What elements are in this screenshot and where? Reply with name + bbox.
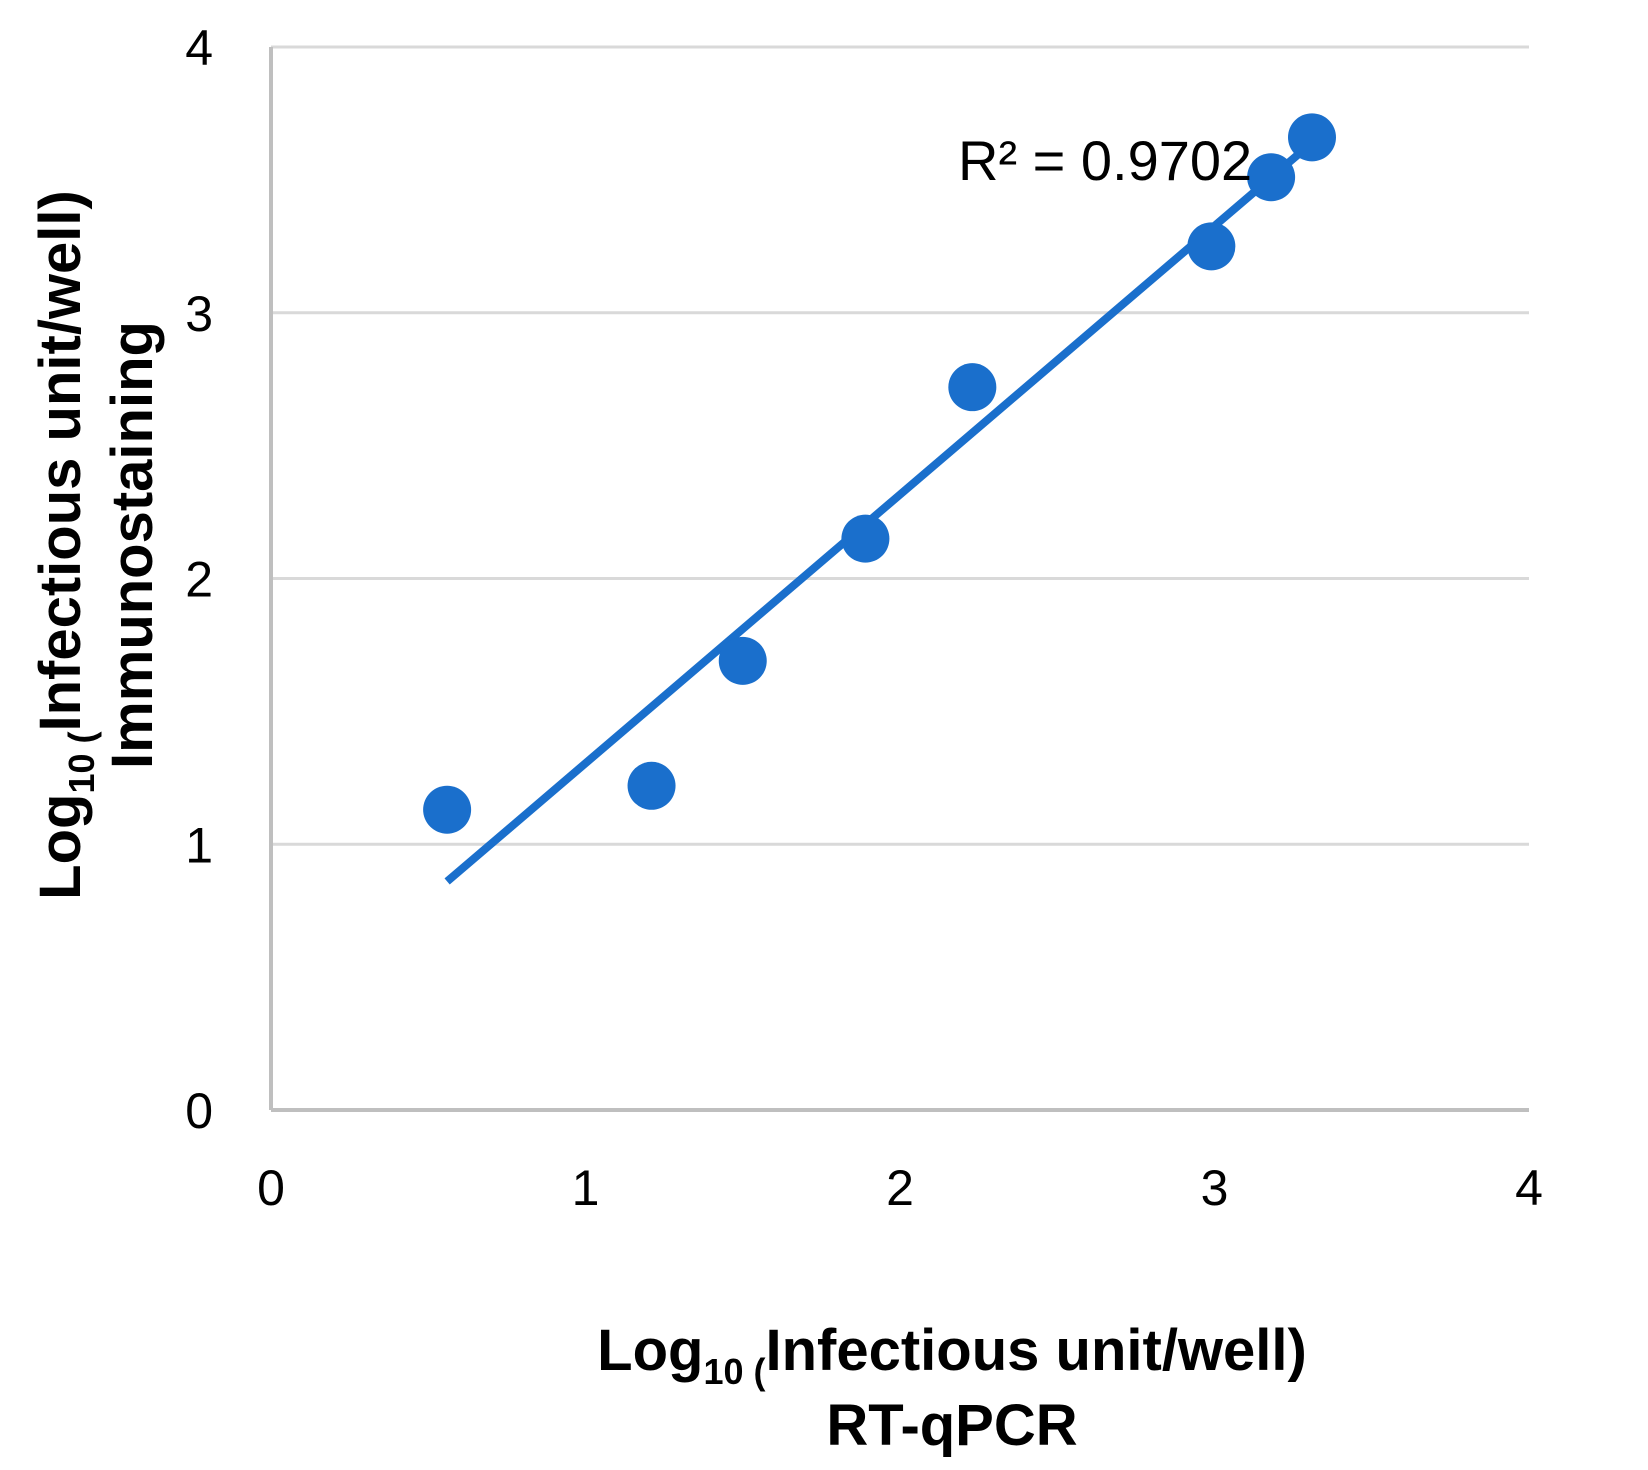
y-axis-title: Log10 (Infectious unit/well)	[28, 190, 102, 900]
y-tick-label: 1	[185, 817, 213, 873]
data-point	[1187, 222, 1236, 271]
data-point	[627, 761, 676, 810]
y-axis-title-main: Infectious unit/well)	[28, 190, 93, 731]
axes	[269, 47, 1529, 1112]
x-axis-title-main: Infectious unit/well)	[766, 1318, 1307, 1383]
trendline	[444, 139, 1315, 885]
x-axis-title-subscript: 10 (	[703, 1351, 765, 1392]
x-tick-label: 3	[1201, 1160, 1229, 1216]
x-tick-label: 0	[257, 1160, 285, 1216]
y-tick-label: 4	[185, 20, 213, 76]
y-axis-title-prefix: Log	[28, 794, 93, 900]
data-point	[841, 514, 890, 563]
data-point	[1287, 113, 1336, 162]
x-axis-title-line2: RT-qPCR	[826, 1393, 1077, 1458]
data-points	[423, 113, 1336, 834]
tick-labels: 0 1 2 3 4 0 1 2 3 4	[185, 20, 1543, 1216]
data-point	[1247, 153, 1296, 202]
x-tick-label: 2	[886, 1160, 914, 1216]
y-tick-label: 2	[185, 552, 213, 608]
x-tick-label: 1	[572, 1160, 600, 1216]
r-squared-annotation: R² = 0.9702	[958, 129, 1252, 192]
x-axis-title: Log10 (Infectious unit/well)	[597, 1318, 1307, 1392]
trendline-group	[444, 139, 1315, 885]
x-tick-label: 4	[1515, 1160, 1543, 1216]
y-axis-title-line2: Immunostaining	[100, 321, 165, 769]
data-point	[948, 363, 997, 412]
y-axis-title-subscript: 10 (	[61, 732, 102, 794]
data-point	[423, 785, 472, 834]
y-tick-label: 3	[185, 286, 213, 342]
y-tick-label: 0	[185, 1083, 213, 1139]
data-point	[718, 636, 767, 685]
x-axis-title-prefix: Log	[597, 1318, 703, 1383]
gridlines	[271, 45, 1529, 846]
